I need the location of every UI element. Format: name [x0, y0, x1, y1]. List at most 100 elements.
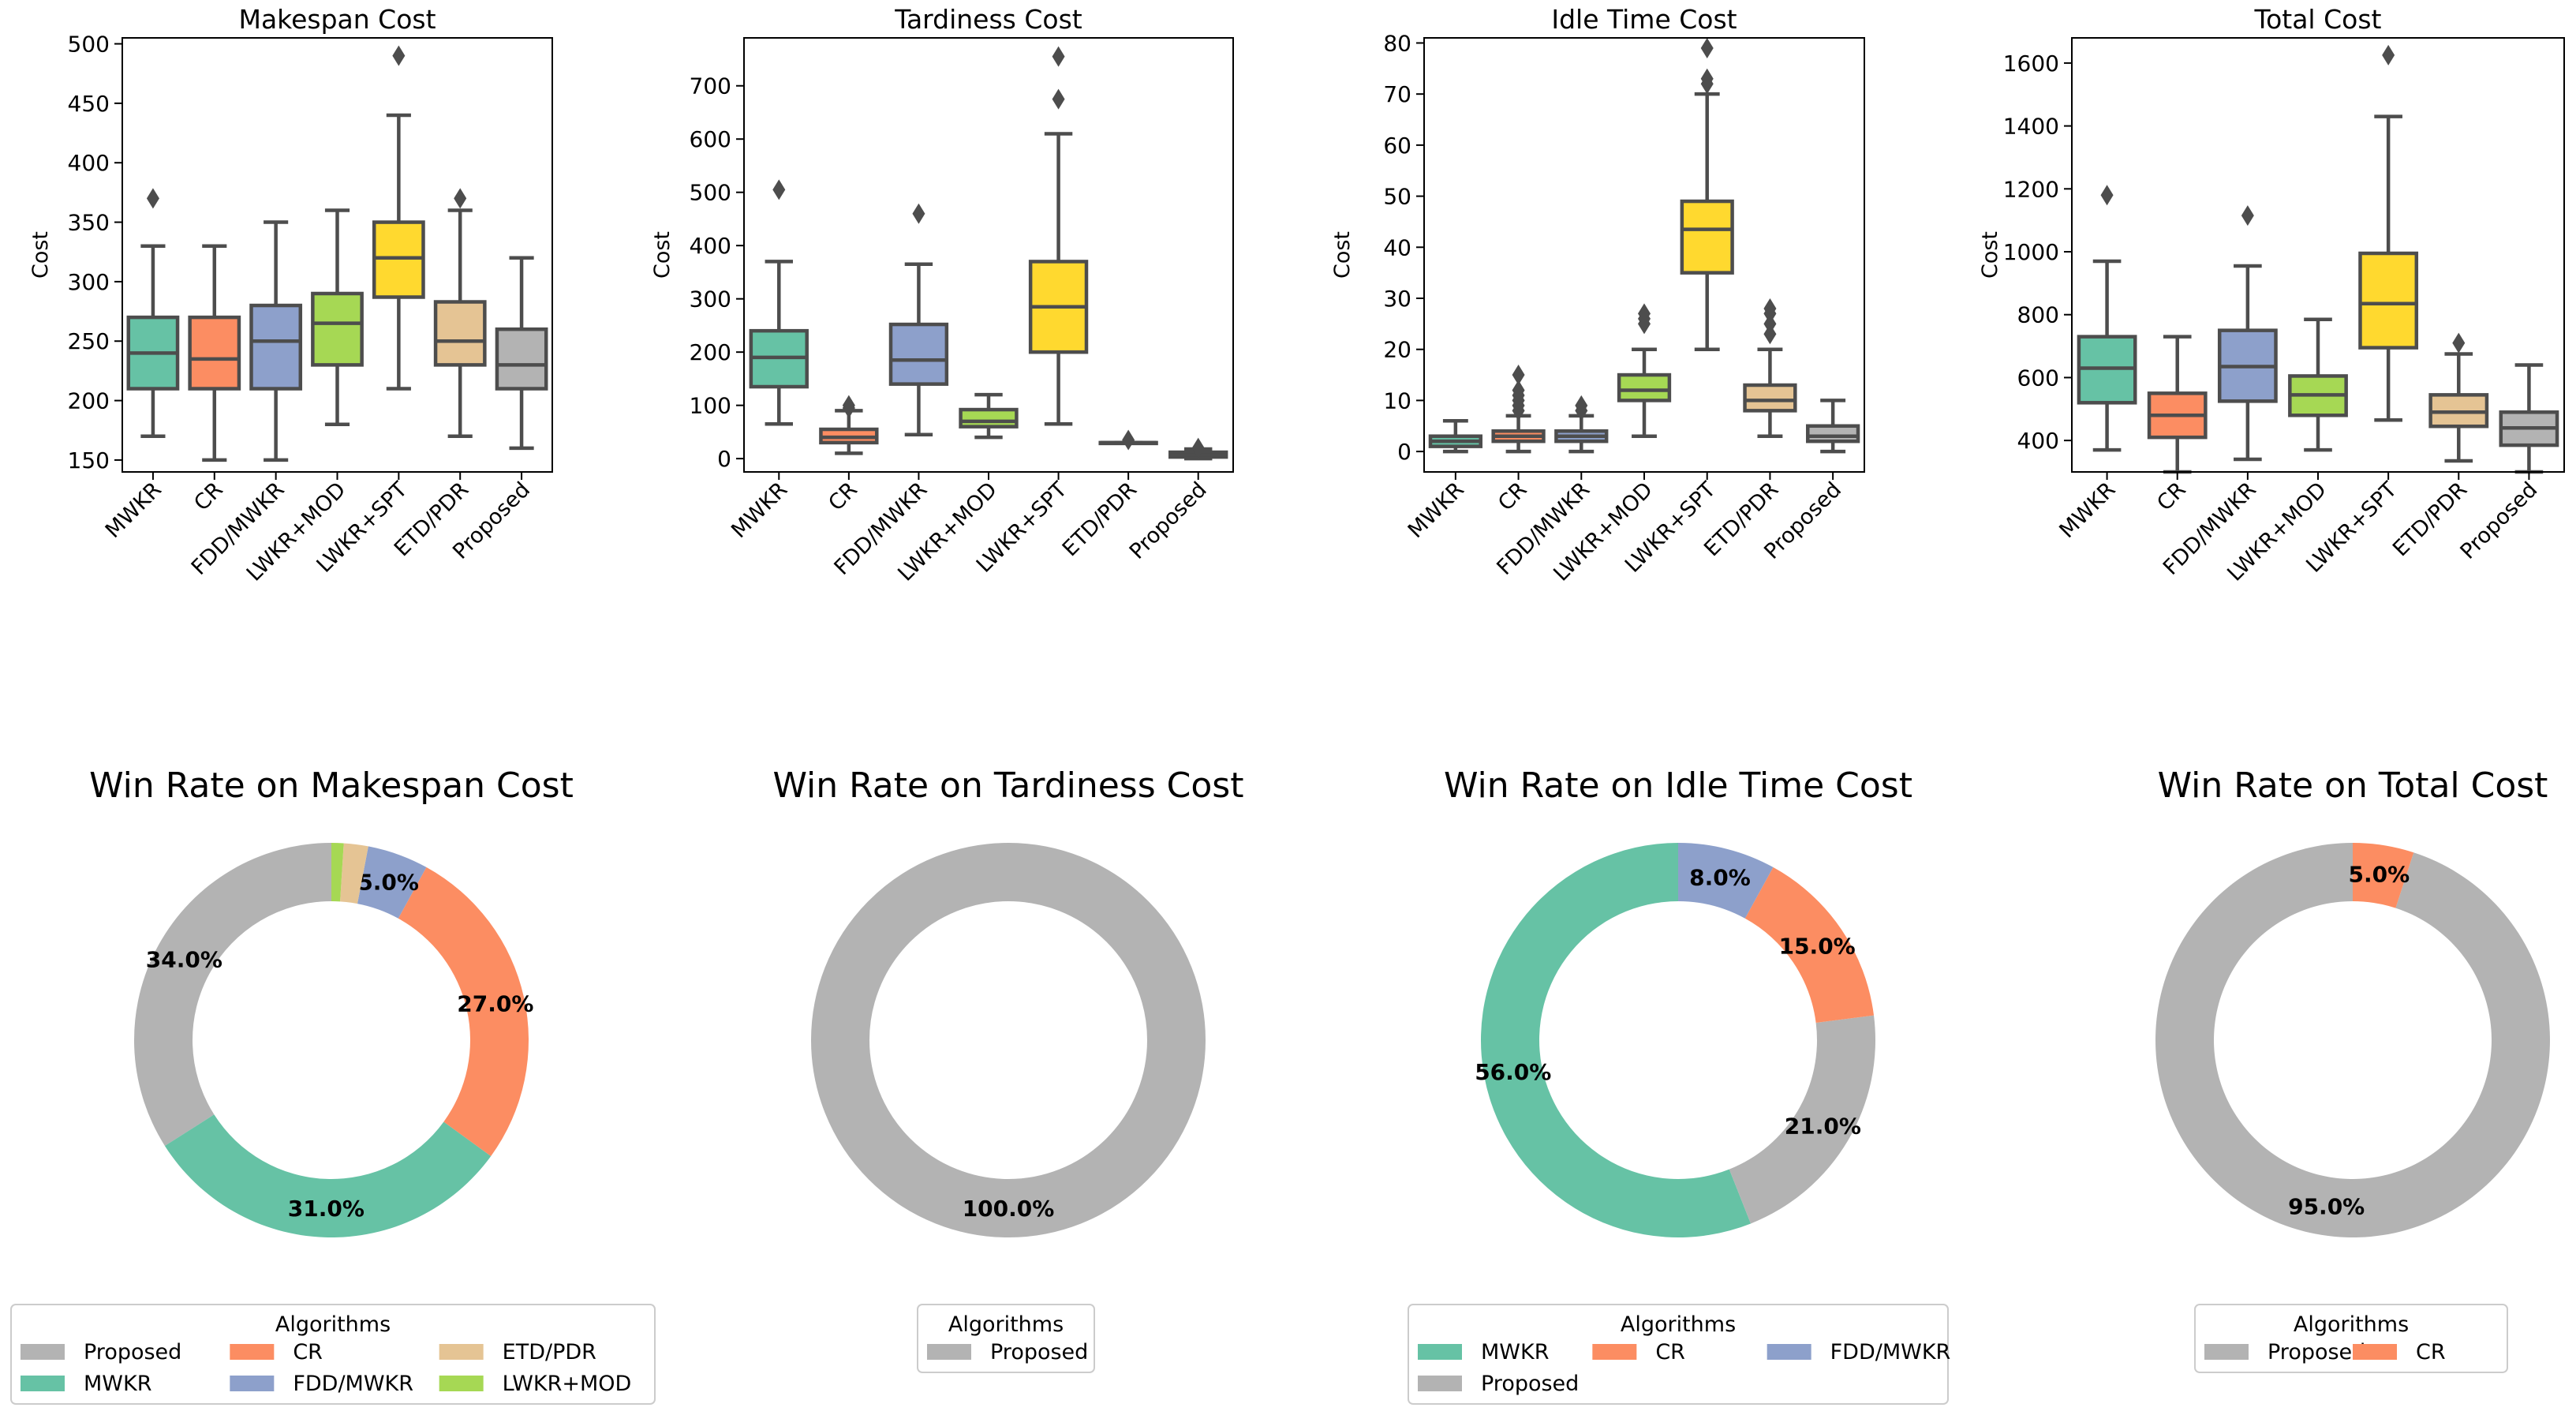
y-tick-label: 350	[68, 210, 110, 236]
y-tick-label: 1600	[2003, 51, 2059, 77]
x-tick-label: MWKR	[101, 477, 166, 543]
x-tick-label: MWKR	[727, 477, 792, 543]
slice-proposed	[2155, 843, 2551, 1238]
slice-fdd-mwkr	[1678, 843, 1774, 919]
outlier-point	[2100, 185, 2114, 206]
y-tick-label: 20	[1383, 337, 1411, 363]
boxplot-idle-time-cost: Idle Time Cost Cost 0 10 20 30 40 50 60 70 80 MWKR C…	[1330, 4, 1865, 586]
legend: Algorithms MWKR CR FDD/MWKR Proposed	[1408, 1304, 1951, 1405]
x-tick-label: MWKR	[1404, 477, 1469, 543]
legend-swatch-mwkr	[1418, 1344, 1462, 1360]
slice-mwkr	[1480, 843, 1752, 1238]
box-lwkr-mod	[1617, 303, 1672, 438]
box-iqr	[1680, 199, 1734, 275]
y-tick-label: 80	[1383, 30, 1411, 56]
legend-swatch-mwkr	[21, 1376, 65, 1391]
box-proposed	[1168, 437, 1228, 461]
y-tick-label: 100	[690, 393, 731, 419]
y-tick-label: 0	[1397, 439, 1411, 465]
slice-lwkr-mod	[331, 843, 344, 902]
slice-percent-label: 27.0%	[457, 991, 533, 1017]
y-tick-label: 200	[68, 388, 110, 414]
y-tick-label: 0	[717, 446, 731, 472]
y-tick-label: 40	[1383, 234, 1411, 260]
box-cr	[2147, 335, 2208, 474]
slice-percent-label: 15.0%	[1779, 933, 1856, 959]
box-lwkr-spt	[1028, 46, 1089, 426]
legend-label: MWKR	[84, 1372, 151, 1396]
box-iqr	[495, 327, 548, 391]
legend-swatch-fdd-mwkr	[230, 1376, 275, 1391]
slice-proposed	[1729, 1015, 1875, 1224]
outlier-point	[1700, 68, 1714, 89]
box-iqr	[249, 303, 303, 391]
box-mwkr	[2077, 185, 2137, 452]
outlier-point	[842, 395, 855, 416]
chart-title: Makespan Cost	[238, 4, 436, 35]
box-lwkr-spt	[2358, 44, 2419, 422]
box-iqr	[2358, 251, 2419, 350]
box-etd-pdr	[2428, 332, 2489, 463]
slice-percent-label: 5.0%	[2348, 862, 2410, 888]
slice-fdd-mwkr	[357, 846, 427, 919]
y-tick-label: 600	[690, 126, 731, 152]
legend-label: Proposed	[84, 1340, 181, 1364]
outlier-point	[912, 203, 925, 224]
legend-title: Algorithms	[1621, 1312, 1736, 1337]
outlier-point	[1191, 437, 1205, 459]
box-lwkr-mod	[2288, 317, 2348, 452]
box-etd-pdr	[1743, 298, 1797, 438]
slice-percent-label: 34.0%	[146, 946, 222, 972]
y-tick-label: 400	[2017, 428, 2059, 454]
legend: Algorithms Proposed CR	[2194, 1304, 2508, 1373]
box-iqr	[372, 220, 425, 299]
y-tick-label: 400	[68, 150, 110, 176]
box-fdd-mwkr	[1554, 395, 1609, 454]
box-fdd-mwkr	[249, 220, 303, 462]
legend-swatch-fdd-mwkr	[1767, 1344, 1811, 1360]
legend-title: Algorithms	[275, 1312, 391, 1337]
y-tick-label: 1200	[2003, 176, 2059, 202]
box-iqr	[1743, 383, 1797, 413]
y-tick-label: 250	[68, 328, 110, 354]
chart-title: Win Rate on Makespan Cost	[89, 766, 574, 806]
box-cr	[188, 244, 241, 462]
legend-swatch-proposed	[927, 1344, 971, 1360]
outlier-point	[146, 188, 159, 209]
slice-percent-label: 5.0%	[357, 870, 419, 896]
y-tick-label: 1400	[2003, 114, 2059, 140]
outlier-point	[1575, 395, 1588, 416]
slice-percent-label: 56.0%	[1475, 1059, 1551, 1085]
donut-win-rate-on-idle-time-cost: Win Rate on Idle Time Cost 56.0% 21.0% 15.0…	[1408, 766, 1951, 1405]
legend-swatch-cr	[1592, 1344, 1637, 1360]
box-proposed	[1806, 399, 1860, 454]
box-mwkr	[1428, 419, 1482, 454]
legend: Algorithms Proposed	[917, 1304, 1095, 1373]
outlier-point	[1763, 298, 1777, 319]
chart-title: Win Rate on Idle Time Cost	[1444, 766, 1912, 806]
outlier-point	[772, 179, 786, 200]
x-tick-label: CR	[1494, 477, 1532, 516]
axes-frame	[2071, 37, 2565, 473]
slice-percent-label: 21.0%	[1785, 1113, 1861, 1139]
y-axis-label: Cost	[28, 231, 53, 279]
slice-cr	[398, 867, 529, 1156]
outlier-point	[1700, 37, 1714, 58]
outlier-point	[392, 45, 406, 66]
box-iqr	[888, 322, 949, 386]
outlier-point	[1638, 303, 1651, 324]
y-tick-label: 300	[690, 286, 731, 313]
legend-label: FDD/MWKR	[1830, 1340, 1951, 1364]
box-lwkr-mod	[959, 392, 1019, 440]
box-etd-pdr	[1098, 429, 1158, 451]
slice-cr	[2353, 843, 2414, 908]
donut-win-rate-on-makespan-cost: Win Rate on Makespan Cost 34.0% 31.0% 27.0%…	[10, 766, 656, 1405]
legend-label: CR	[293, 1340, 323, 1364]
box-iqr	[188, 315, 241, 391]
legend-label: Proposed	[990, 1340, 1088, 1364]
y-tick-label: 450	[68, 91, 110, 117]
outlier-point	[454, 188, 467, 209]
box-proposed	[2499, 363, 2559, 474]
box-lwkr-spt	[372, 45, 425, 391]
chart-title: Win Rate on Tardiness Cost	[773, 766, 1244, 806]
